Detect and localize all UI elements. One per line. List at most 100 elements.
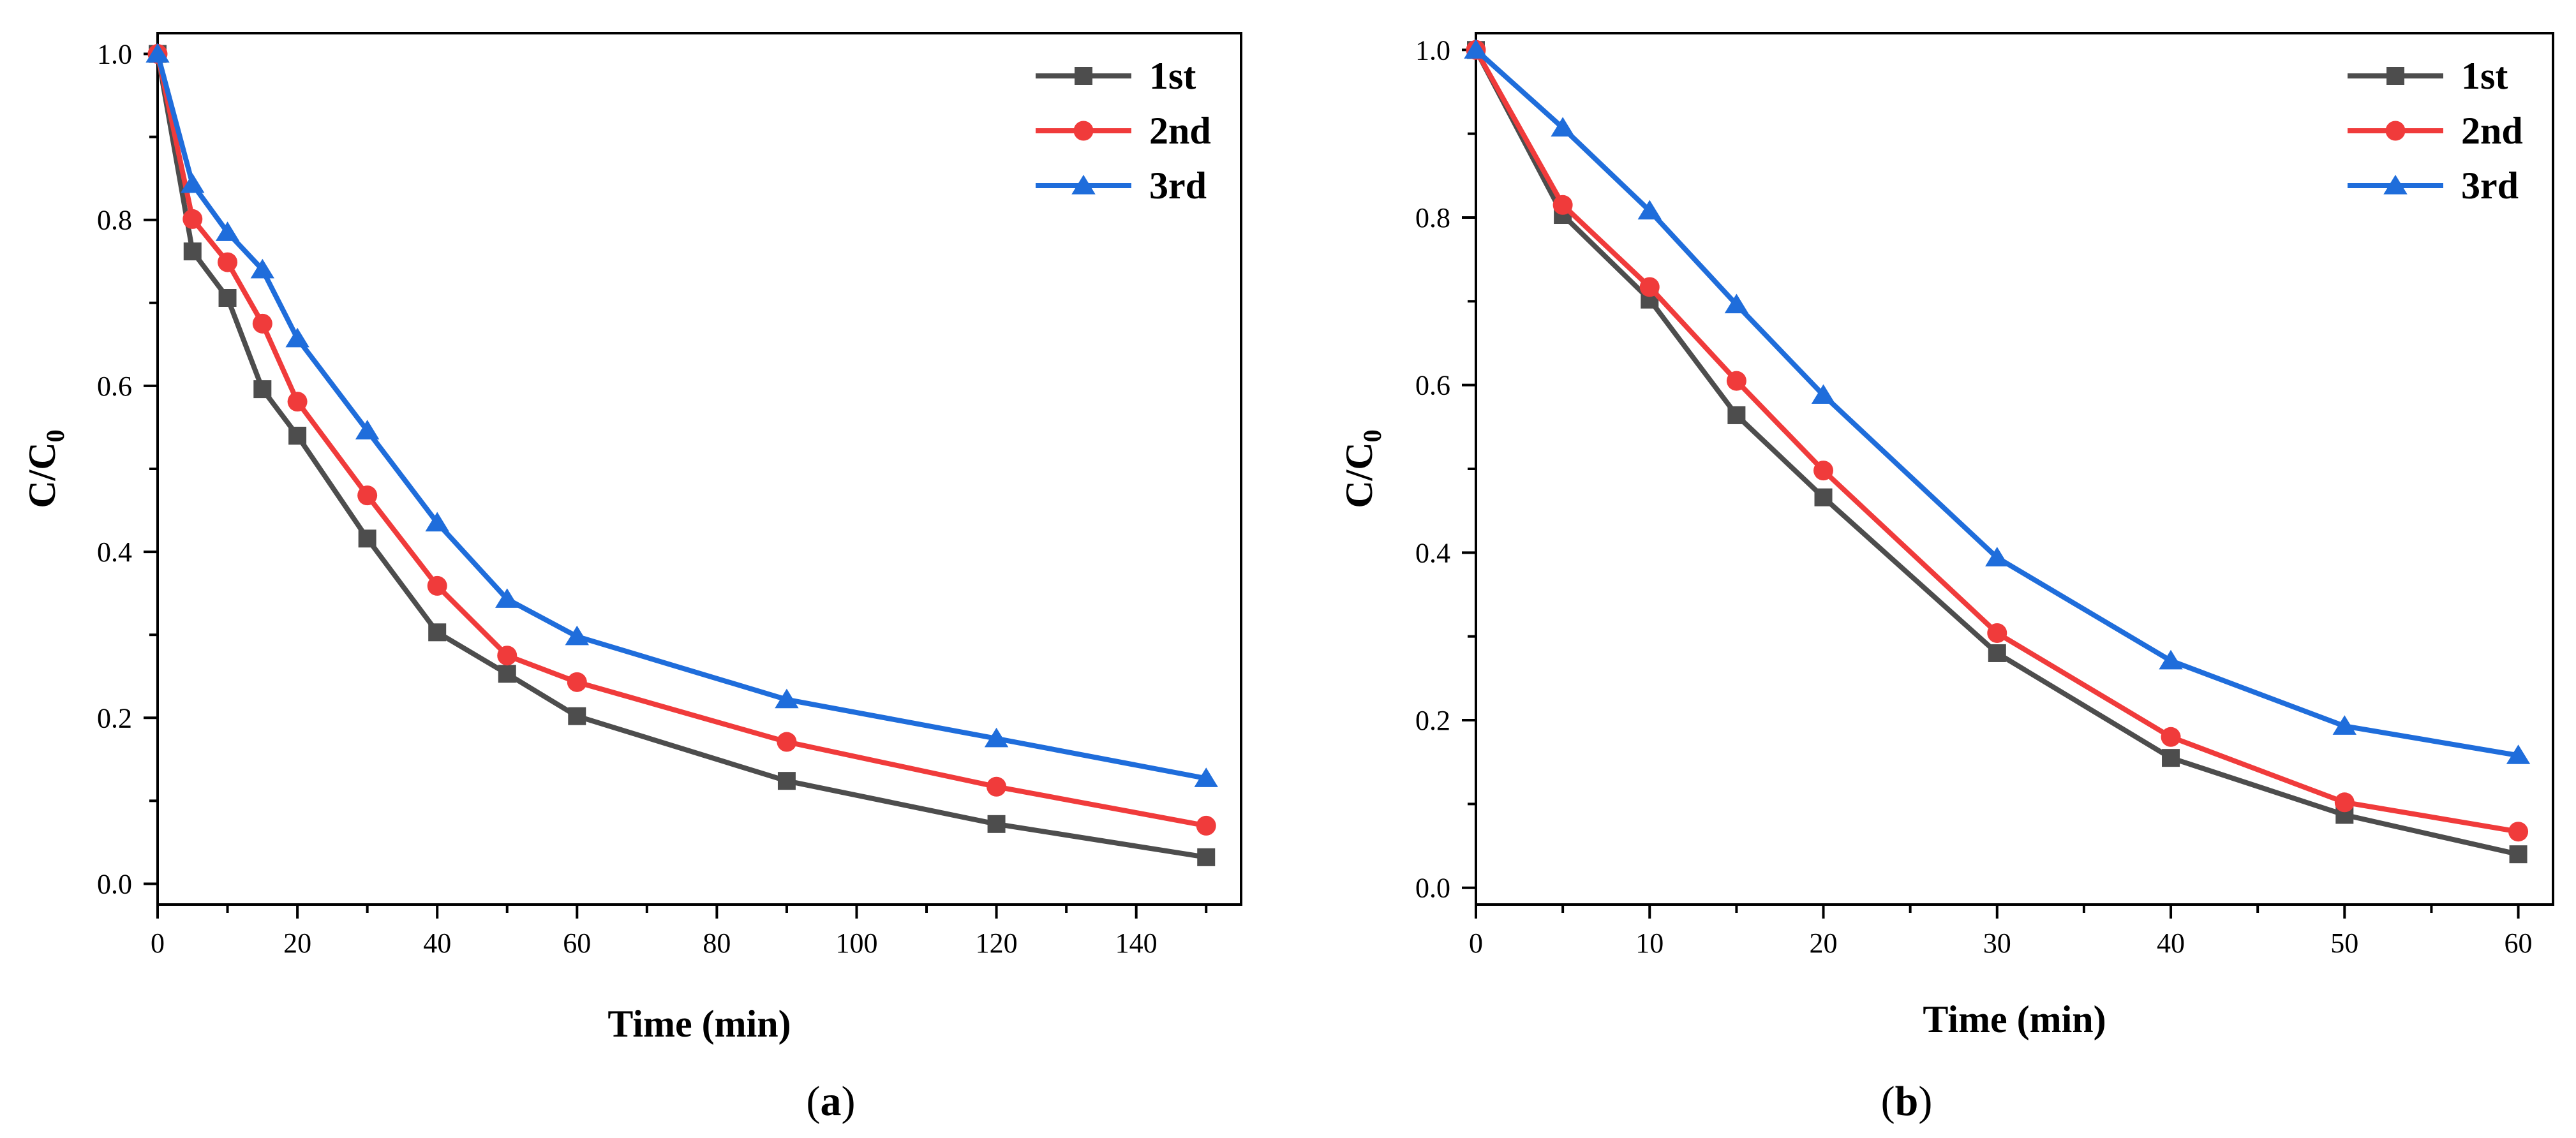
data-point xyxy=(355,420,380,440)
panel-caption-a: (a) xyxy=(807,1078,856,1125)
data-point xyxy=(1724,293,1749,314)
x-tick-label: 140 xyxy=(1115,927,1158,959)
data-point xyxy=(495,588,519,608)
panel-b: 0 10 20 30 40 50 60 0.0 0.2 0.4 0.6 0.8 1.0 1st 2nd 3… xyxy=(1338,32,2554,1125)
legend-label: 1st xyxy=(1149,55,1196,97)
y-tick-label: 1.0 xyxy=(1415,34,1450,66)
y-tick-label: 0.4 xyxy=(1415,537,1450,568)
x-axis-ticks: 0 10 20 30 40 50 60 xyxy=(1469,905,2533,959)
x-tick-label: 50 xyxy=(2330,927,2358,959)
legend-marker xyxy=(1071,175,1096,195)
data-point xyxy=(288,426,307,445)
x-tick-label: 30 xyxy=(1983,927,2011,959)
data-point xyxy=(777,732,797,752)
y-tick-label: 0.2 xyxy=(1415,705,1450,736)
series-line xyxy=(155,53,1207,829)
data-point xyxy=(145,43,170,63)
x-tick-label: 120 xyxy=(976,927,1018,959)
legend-marker xyxy=(1073,121,1094,141)
x-tick-label: 40 xyxy=(423,927,451,959)
legend-item-2nd: 2nd xyxy=(2348,110,2523,152)
data-point xyxy=(218,289,237,307)
x-tick-label: 80 xyxy=(703,927,731,959)
data-point xyxy=(567,672,587,692)
data-point xyxy=(1639,277,1660,297)
series-1st xyxy=(1467,41,2528,864)
data-point xyxy=(2162,749,2180,767)
legend-item-1st: 1st xyxy=(2348,55,2508,97)
x-tick-label: 100 xyxy=(835,927,877,959)
x-tick-label: 20 xyxy=(1810,927,1838,959)
data-point xyxy=(253,380,272,399)
y-tick-label: 0.6 xyxy=(1415,370,1450,401)
series-line xyxy=(1473,48,2519,834)
data-point xyxy=(358,529,376,548)
y-tick-label: 0.0 xyxy=(1415,873,1450,904)
panel-a: 0 20 40 60 80 100 120 140 0.0 0.2 0.4 0.6 0.8 1.0 1s… xyxy=(21,32,1242,1125)
data-point xyxy=(1814,488,1833,506)
y-axis-ticks: 0.0 0.2 0.4 0.6 0.8 1.0 xyxy=(1415,34,1476,904)
series-line xyxy=(155,53,1207,781)
legend-label: 2nd xyxy=(2461,110,2523,152)
data-point xyxy=(427,575,447,596)
data-point xyxy=(1194,767,1218,787)
data-point xyxy=(1987,623,2007,643)
x-tick-label: 20 xyxy=(283,927,311,959)
data-point xyxy=(1197,848,1216,866)
data-point xyxy=(568,707,586,725)
series-line xyxy=(1473,48,2519,857)
data-point xyxy=(218,252,238,272)
x-tick-label: 60 xyxy=(2505,927,2533,959)
data-point xyxy=(1727,406,1746,424)
x-tick-label: 0 xyxy=(151,927,165,959)
data-point xyxy=(285,327,309,348)
legend-label: 3rd xyxy=(1149,165,1207,207)
y-tick-label: 0.8 xyxy=(97,205,132,236)
x-axis-title: Time (min) xyxy=(607,1003,791,1045)
data-point xyxy=(498,665,516,683)
y-axis-title: C/C0 xyxy=(21,429,70,508)
data-point xyxy=(2509,845,2528,864)
data-point xyxy=(215,221,240,241)
data-point xyxy=(428,623,447,642)
data-point xyxy=(1813,461,1834,481)
data-point xyxy=(287,392,308,412)
data-point xyxy=(2508,822,2529,842)
data-point xyxy=(1811,384,1836,404)
y-tick-label: 0.4 xyxy=(97,536,132,568)
data-point xyxy=(250,258,275,279)
data-point xyxy=(497,646,517,666)
data-point xyxy=(182,209,203,229)
legend: 1st 2nd 3rd xyxy=(1036,55,1211,207)
data-point xyxy=(1464,39,1488,59)
x-tick-label: 10 xyxy=(1635,927,1664,959)
legend-item-2nd: 2nd xyxy=(1036,110,1211,152)
legend-label: 1st xyxy=(2461,55,2508,97)
data-point xyxy=(1551,117,1575,137)
data-point xyxy=(425,512,449,532)
legend-item-3rd: 3rd xyxy=(2348,165,2519,207)
data-point xyxy=(1726,371,1746,391)
data-point xyxy=(2159,649,2183,670)
data-point xyxy=(987,815,1006,833)
y-tick-label: 0.8 xyxy=(1415,202,1450,233)
data-point xyxy=(1985,547,2009,566)
x-axis-title: Time (min) xyxy=(1923,998,2106,1040)
legend-item-3rd: 3rd xyxy=(1036,165,1207,207)
legend-label: 3rd xyxy=(2461,165,2519,207)
series-layer xyxy=(145,43,1218,866)
data-point xyxy=(1988,644,2006,662)
data-point xyxy=(183,242,202,261)
y-tick-label: 1.0 xyxy=(97,39,132,70)
series-2nd xyxy=(1466,40,2529,842)
x-tick-label: 60 xyxy=(563,927,591,959)
series-1st xyxy=(149,45,1216,866)
legend-marker xyxy=(1075,67,1092,85)
x-axis-ticks: 0 20 40 60 80 100 120 140 xyxy=(151,905,1208,959)
legend-item-1st: 1st xyxy=(1036,55,1196,97)
series-3rd xyxy=(145,43,1218,787)
series-line xyxy=(155,53,1207,860)
data-point xyxy=(986,776,1007,797)
plot-frame xyxy=(1475,32,2554,906)
data-point xyxy=(181,173,205,193)
